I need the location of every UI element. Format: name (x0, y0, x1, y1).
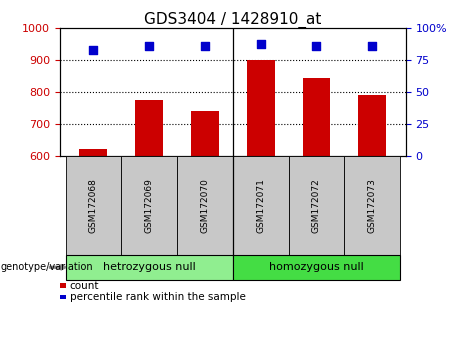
Point (257, 41, 264, 46)
Text: hetrozygous null: hetrozygous null (103, 262, 195, 272)
Point (146, 43, 153, 49)
Bar (135, 100, 163, 156)
Text: homozygous null: homozygous null (269, 262, 364, 272)
Point (313, 43, 320, 49)
Text: percentile rank within the sample: percentile rank within the sample (70, 292, 246, 302)
Bar (358, 95, 386, 156)
Text: GSM172069: GSM172069 (145, 178, 154, 233)
Text: GSM172073: GSM172073 (368, 178, 377, 233)
Text: GSM172072: GSM172072 (312, 178, 321, 233)
Text: GSM172068: GSM172068 (89, 178, 98, 233)
Bar (302, 78, 331, 156)
Text: GSM172070: GSM172070 (201, 178, 209, 233)
Bar (79, 149, 107, 156)
Text: genotype/variation: genotype/variation (0, 262, 93, 272)
Bar (191, 111, 219, 156)
Point (90, 47, 97, 53)
Text: count: count (70, 280, 99, 291)
Text: GSM172071: GSM172071 (256, 178, 265, 233)
Bar (247, 60, 275, 156)
Point (368, 43, 376, 49)
Point (201, 43, 209, 49)
Title: GDS3404 / 1428910_at: GDS3404 / 1428910_at (144, 12, 321, 28)
